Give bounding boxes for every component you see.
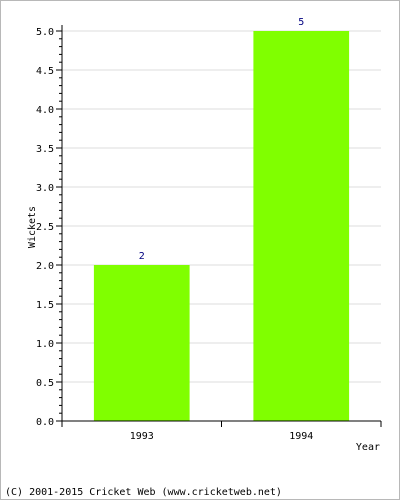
y-tick-label: 0.0 bbox=[36, 417, 54, 428]
y-tick-label: 2.5 bbox=[36, 222, 54, 233]
y-tick-label: 4.5 bbox=[36, 66, 54, 77]
bar-1993 bbox=[93, 265, 190, 421]
bar-1994 bbox=[253, 31, 350, 421]
copyright-footer: (C) 2001-2015 Cricket Web (www.cricketwe… bbox=[5, 487, 282, 498]
x-tick-label-1993: 1993 bbox=[130, 431, 154, 442]
y-tick-label: 0.5 bbox=[36, 378, 54, 389]
data-label-1993: 2 bbox=[139, 251, 145, 262]
data-labels: 25 bbox=[139, 17, 305, 262]
bars bbox=[93, 31, 350, 421]
axes bbox=[56, 25, 382, 427]
data-label-1994: 5 bbox=[298, 17, 304, 28]
wickets-bar-chart: 0.00.51.01.52.02.53.03.54.04.55.0 1993 19… bbox=[27, 17, 382, 453]
y-tick-labels: 0.0 0.5 1.0 1.5 2.0 2.5 3.0 3.5 4.0 4.5 5.0 bbox=[36, 27, 54, 428]
y-tick-label: 3.5 bbox=[36, 144, 54, 155]
y-axis-title: Wickets bbox=[27, 206, 38, 248]
y-tick-label: 1.5 bbox=[36, 300, 54, 311]
x-axis-title: Year bbox=[356, 442, 380, 453]
y-tick-label: 3.0 bbox=[36, 183, 54, 194]
x-tick-label-1994: 1994 bbox=[289, 431, 313, 442]
y-tick-label: 2.0 bbox=[36, 261, 54, 272]
y-tick-label: 5.0 bbox=[36, 27, 54, 38]
y-tick-label: 1.0 bbox=[36, 339, 54, 350]
x-tick-labels: 1993 1994 bbox=[130, 431, 314, 442]
y-tick-label: 4.0 bbox=[36, 105, 54, 116]
